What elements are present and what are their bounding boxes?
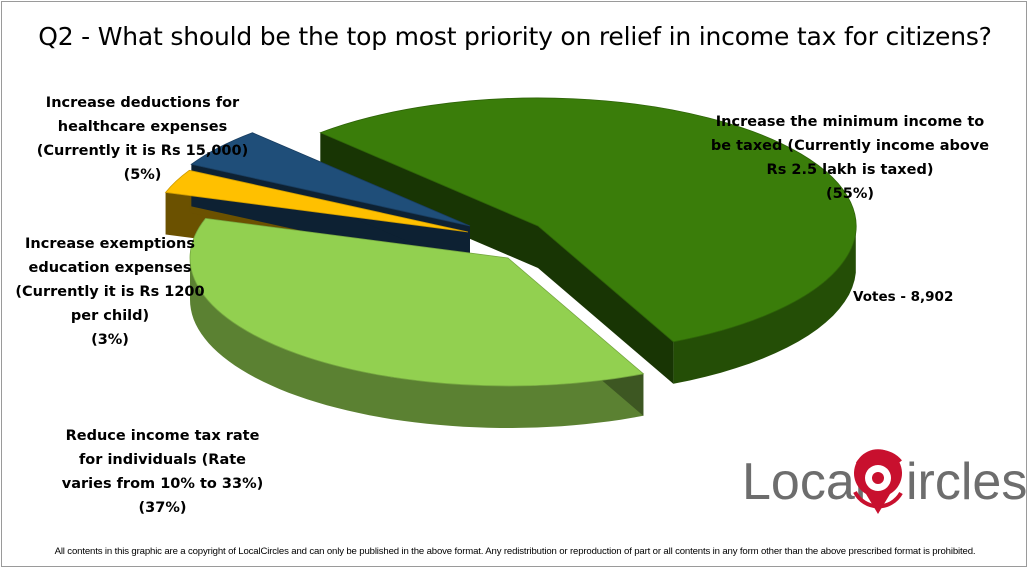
copyright-footer: All contents in this graphic are a copyr…: [54, 546, 976, 557]
slice-label-increase-min-income: Increase the minimum income to be taxed …: [710, 114, 990, 202]
slice-label-education-exemptions: Increase exemptions education expenses (…: [15, 236, 205, 348]
logo-text-right: ircles: [906, 453, 1027, 511]
chart-title: Q2 - What should be the top most priorit…: [38, 22, 992, 51]
pie-slice-education_exemptions: [164, 169, 469, 233]
pie-slice-healthcare_deductions: [190, 132, 471, 227]
votes-count: Votes - 8,902: [853, 289, 954, 305]
logo-pin-icon: [853, 449, 903, 514]
slice-label-reduce-rate: Reduce income tax rate for individuals (…: [61, 428, 264, 516]
slice-label-healthcare-deductions: Increase deductions for healthcare expen…: [36, 95, 249, 183]
logo-text-left: Local: [742, 453, 866, 511]
pie-slice-side-increase_min_income: [320, 132, 856, 384]
localcircles-logo: Local ircles: [742, 449, 1027, 514]
pie-slice-increase_min_income: [319, 97, 857, 343]
pie-slice-reduce_rate: [189, 217, 645, 387]
